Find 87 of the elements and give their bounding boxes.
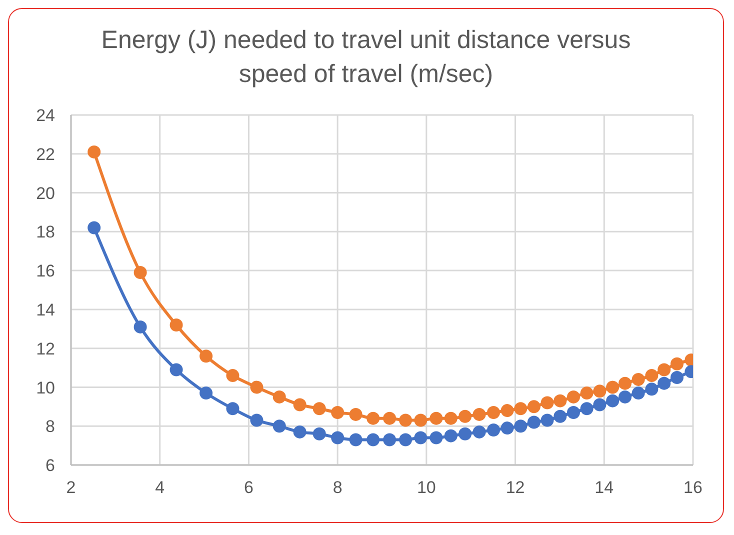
point xyxy=(293,398,306,412)
point xyxy=(88,145,101,158)
point xyxy=(658,376,671,390)
point xyxy=(88,221,101,234)
point xyxy=(134,320,147,334)
point xyxy=(331,406,344,419)
point xyxy=(554,394,567,408)
point xyxy=(645,382,658,396)
point xyxy=(632,372,645,386)
point xyxy=(580,402,594,416)
point xyxy=(566,390,580,404)
point xyxy=(430,431,443,444)
point xyxy=(250,414,264,427)
x-tick-label: 4 xyxy=(155,478,165,498)
x-tick-label: 6 xyxy=(244,478,254,498)
point xyxy=(514,420,528,433)
point xyxy=(527,400,540,414)
point xyxy=(312,427,326,440)
point xyxy=(472,425,486,438)
y-tick-label: 16 xyxy=(36,262,55,281)
y-tick-label: 18 xyxy=(36,222,55,242)
point xyxy=(272,390,286,404)
y-tick-label: 14 xyxy=(36,300,55,320)
x-tick-label: 10 xyxy=(416,478,436,498)
y-tick-label: 8 xyxy=(46,417,55,436)
point xyxy=(366,433,380,446)
y-tick-label: 12 xyxy=(36,339,55,358)
point xyxy=(540,396,554,410)
point xyxy=(430,412,443,425)
point xyxy=(670,371,684,384)
x-tick-label: 8 xyxy=(332,478,342,498)
y-tick-label: 20 xyxy=(36,184,55,203)
point xyxy=(540,414,554,427)
point xyxy=(272,420,286,433)
point xyxy=(487,406,500,419)
point xyxy=(458,427,472,440)
point xyxy=(383,433,396,446)
y-tick-label: 24 xyxy=(36,106,55,126)
point xyxy=(618,376,632,390)
y-tick-label: 6 xyxy=(46,456,55,476)
point xyxy=(606,394,620,408)
point xyxy=(632,386,645,400)
point xyxy=(312,402,326,416)
point xyxy=(226,402,240,416)
point xyxy=(670,357,684,370)
point xyxy=(606,380,620,394)
point xyxy=(399,414,412,427)
point xyxy=(487,424,500,436)
x-tick-label: 14 xyxy=(594,478,614,498)
point xyxy=(444,412,458,425)
point xyxy=(200,386,213,400)
point xyxy=(331,431,344,444)
point xyxy=(200,350,213,363)
point xyxy=(383,412,396,425)
point xyxy=(399,433,412,446)
x-tick-label: 2 xyxy=(66,478,76,498)
point xyxy=(566,406,580,419)
point xyxy=(250,380,264,394)
point xyxy=(593,384,606,398)
point xyxy=(593,398,606,412)
point xyxy=(414,431,428,444)
point xyxy=(444,429,458,442)
y-tick-label: 10 xyxy=(36,378,55,398)
point xyxy=(472,408,486,421)
point xyxy=(500,422,514,435)
chart-title: Energy (J) needed to travel unit distance versus speed of travel (m/sec) xyxy=(100,25,632,90)
point xyxy=(580,386,594,400)
point xyxy=(293,425,306,438)
point xyxy=(414,414,428,427)
point xyxy=(170,318,183,332)
point xyxy=(514,402,528,416)
point xyxy=(349,408,362,421)
point xyxy=(226,369,240,382)
point xyxy=(645,369,658,382)
point xyxy=(170,363,183,376)
point xyxy=(458,410,472,423)
point xyxy=(527,416,540,429)
y-tick-label: 22 xyxy=(36,144,55,164)
point xyxy=(134,266,147,279)
point xyxy=(349,433,362,446)
point xyxy=(366,412,380,425)
point xyxy=(658,363,671,376)
point xyxy=(554,410,567,423)
point xyxy=(618,390,632,404)
x-tick-label: 16 xyxy=(684,478,702,498)
point xyxy=(500,404,514,418)
x-tick-label: 12 xyxy=(506,478,525,498)
